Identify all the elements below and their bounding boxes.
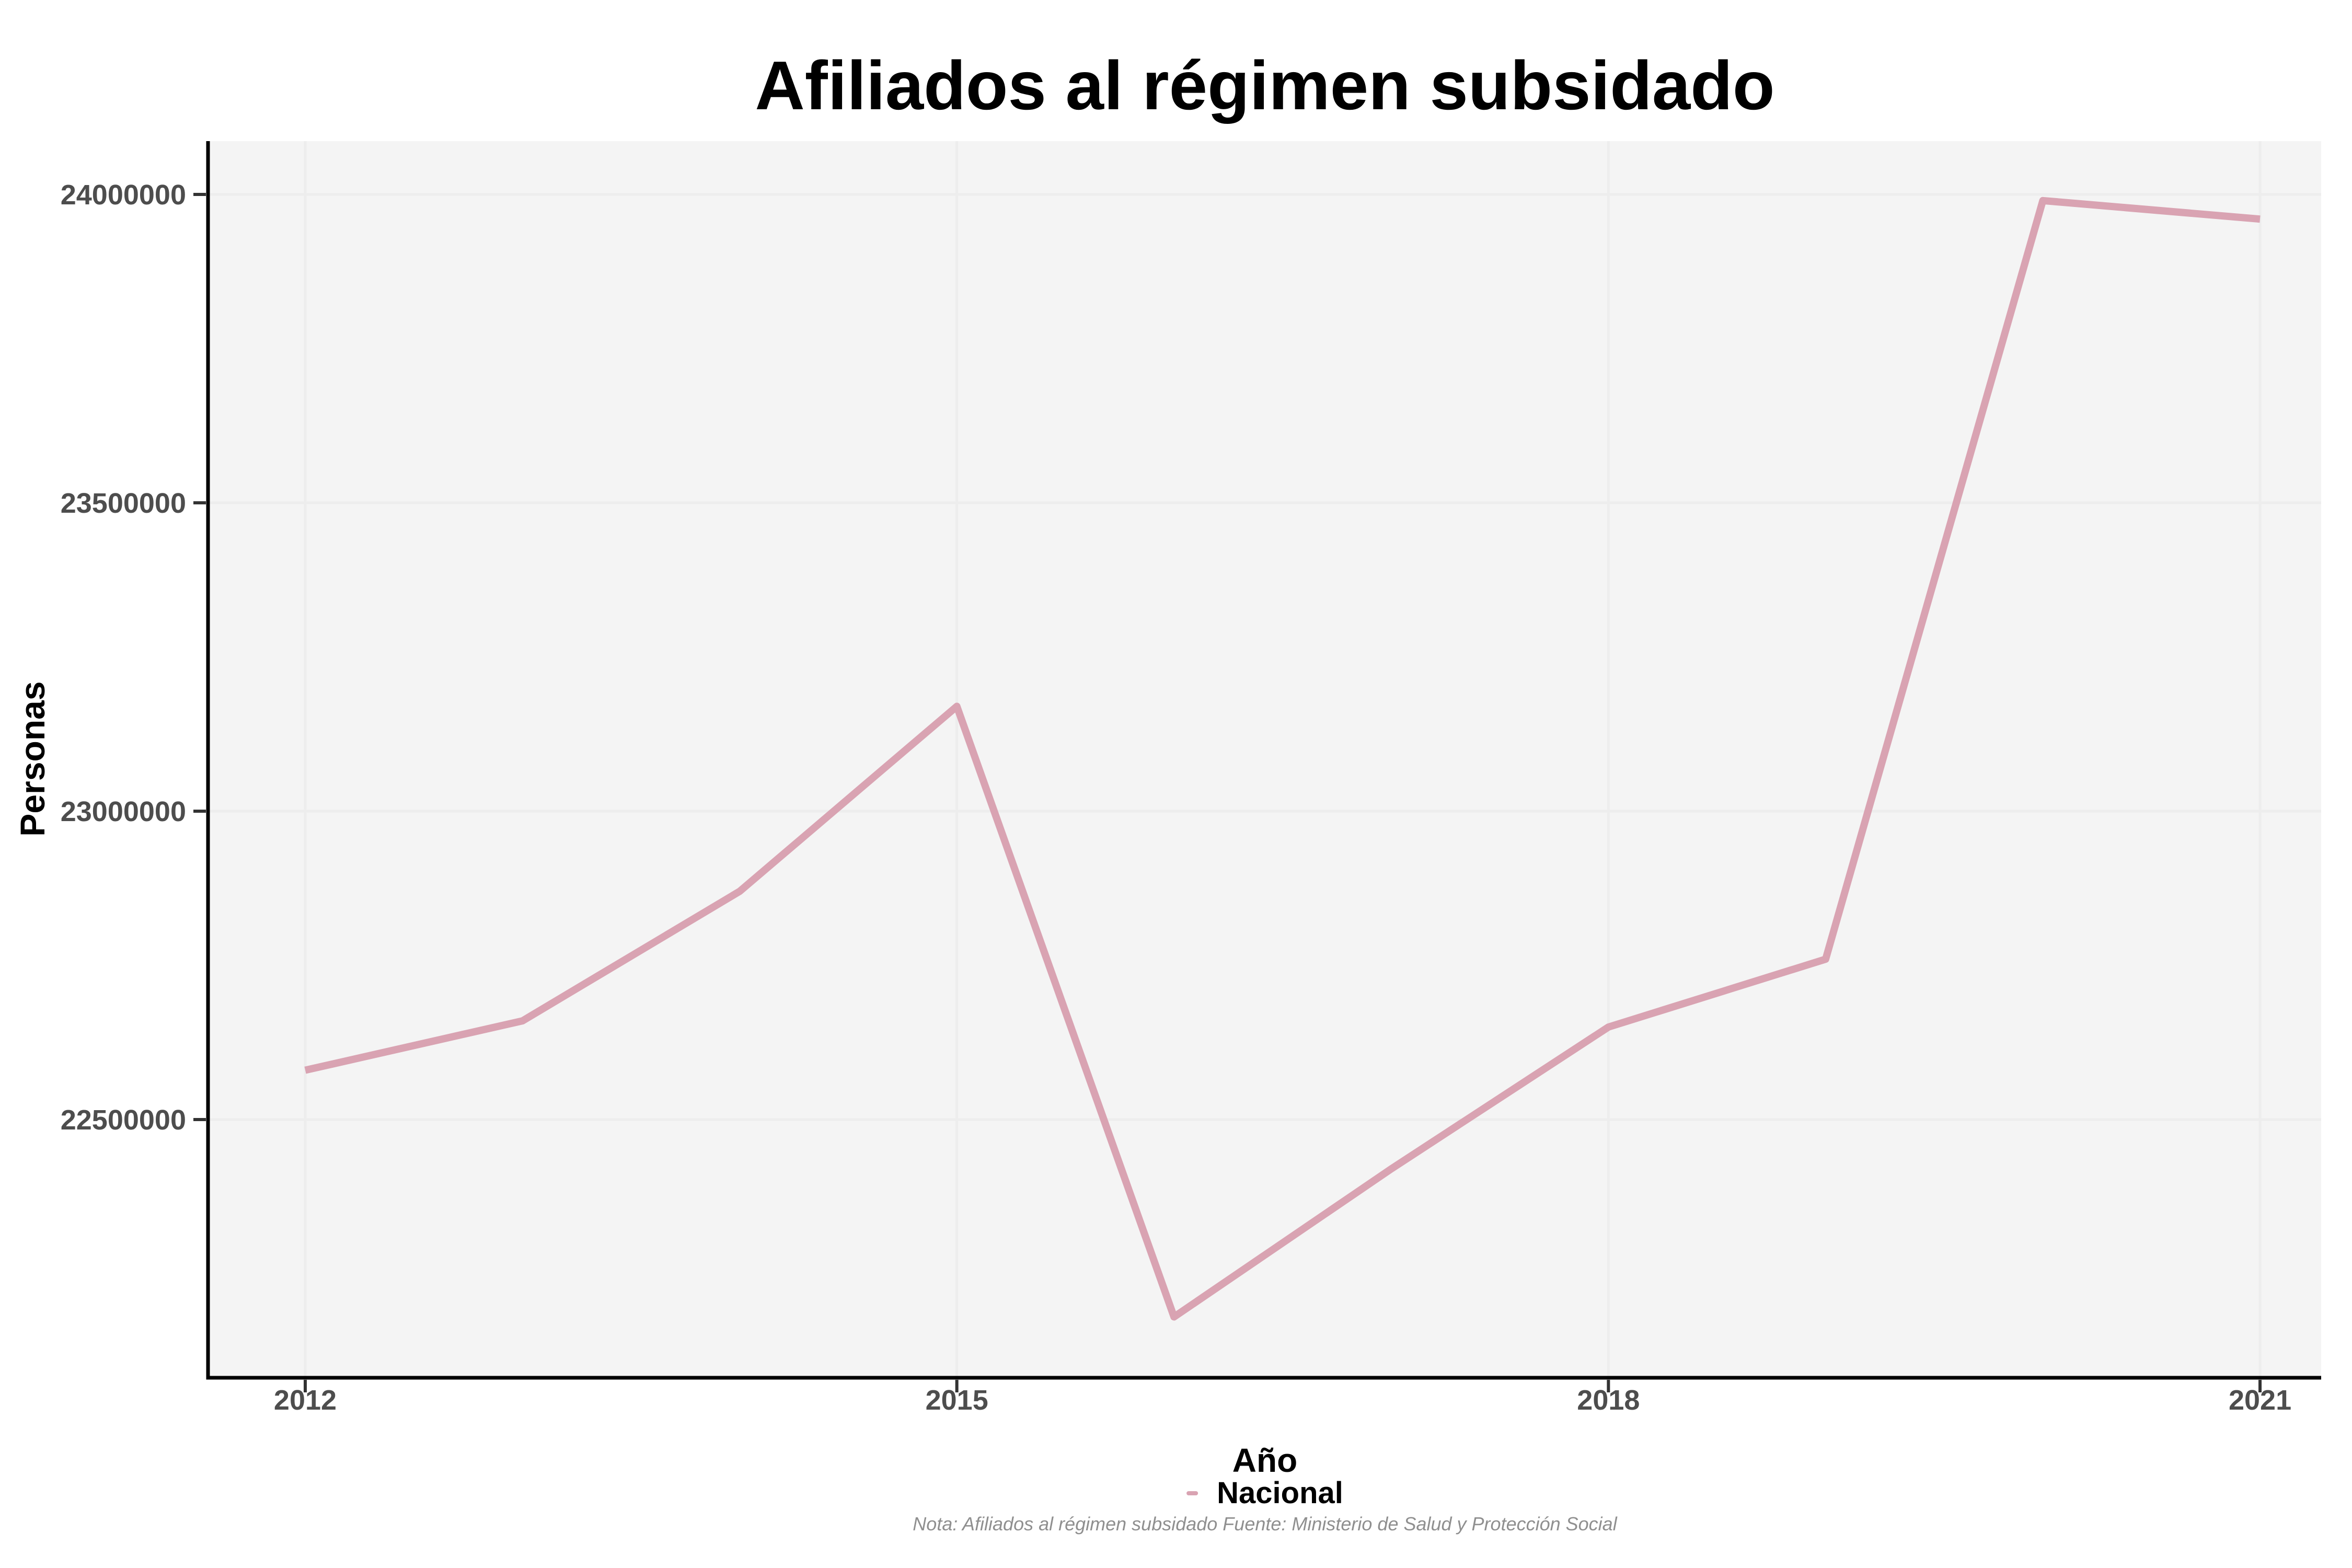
source-note: Nota: Afiliados al régimen subsidado Fue…	[913, 1513, 1617, 1535]
legend-label: Nacional	[1217, 1476, 1343, 1510]
y-tick-label: 23000000	[61, 796, 186, 827]
y-tick-label: 22500000	[61, 1104, 186, 1136]
panel-background	[208, 141, 2321, 1378]
y-tick-label: 23500000	[61, 488, 186, 519]
x-tick-label: 2018	[1577, 1385, 1640, 1416]
chart-title: Afiliados al régimen subsidado	[755, 47, 1775, 124]
y-axis-title: Personas	[13, 681, 52, 837]
x-axis-title: Año	[1232, 1442, 1298, 1479]
x-tick-label: 2012	[274, 1385, 337, 1416]
series-line-nacional	[304, 197, 2261, 1321]
legend-key-line	[1186, 1491, 1198, 1495]
x-tick-label: 2021	[2229, 1385, 2291, 1416]
x-tick-label: 2015	[926, 1385, 988, 1416]
y-tick-label: 24000000	[61, 179, 186, 211]
legend: Nacional	[1186, 1478, 1343, 1508]
